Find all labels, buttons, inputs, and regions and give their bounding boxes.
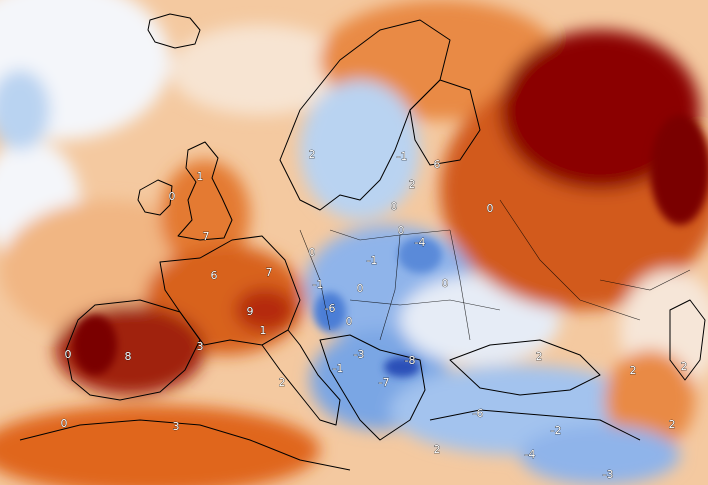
label-sweden: -1 <box>397 150 408 163</box>
coast-finland <box>409 79 481 166</box>
label-balkans-n: -3 <box>354 348 365 361</box>
border-4 <box>449 229 471 341</box>
core-blue-austria <box>314 292 346 332</box>
field-lightblue-west <box>0 70 50 150</box>
label-ukraine: 2 <box>536 350 543 363</box>
label-czech: 0 <box>357 282 364 295</box>
label-levant: -4 <box>525 448 536 461</box>
label-caucasus: 2 <box>681 360 688 373</box>
label-black-sea: 2 <box>630 364 637 377</box>
label-alps: 9 <box>247 305 254 318</box>
coast-caspian <box>669 299 706 381</box>
core-blue-poland <box>398 237 442 273</box>
coast-iberia <box>65 299 201 401</box>
label-east-med: 2 <box>669 418 676 431</box>
label-hungary: 0 <box>346 315 353 328</box>
coast-black-sea <box>449 339 601 396</box>
border-2 <box>329 229 451 241</box>
label-austria: -6 <box>325 302 336 315</box>
border-7 <box>599 269 691 291</box>
label-norway: 2 <box>309 148 316 161</box>
field-blue-levant <box>520 425 680 485</box>
label-germany-c: -1 <box>367 254 378 267</box>
border-5 <box>379 234 401 341</box>
borders <box>299 199 691 341</box>
label-med-west: 2 <box>279 376 286 389</box>
coast-britain <box>177 141 233 241</box>
label-belarus: 0 <box>442 277 449 290</box>
label-north-africa: 0 <box>61 417 68 430</box>
label-south-east: -3 <box>603 468 614 481</box>
field-blue-scand <box>300 80 420 220</box>
label-poland: -4 <box>415 236 426 249</box>
label-romania: -8 <box>405 354 416 367</box>
label-scotland: 1 <box>197 170 204 183</box>
coastlines <box>19 13 706 471</box>
field-orange-caucasus <box>605 350 695 450</box>
label-benelux: 7 <box>266 266 273 279</box>
label-ireland: 0 <box>169 190 176 203</box>
label-finland: 6 <box>434 158 441 171</box>
label-baltic: 0 <box>391 200 398 213</box>
border-1 <box>299 229 331 331</box>
label-portugal: 0 <box>65 348 72 361</box>
label-serbia: -7 <box>379 376 390 389</box>
coast-ireland <box>137 179 173 216</box>
label-pyrenees: 3 <box>197 340 204 353</box>
core-deep-red-russia-e <box>650 115 708 225</box>
core-deep-blue-romania <box>384 357 420 377</box>
label-latvia: 2 <box>409 178 416 191</box>
label-spain: 8 <box>125 350 132 363</box>
label-balkans-w: -1 <box>333 362 344 375</box>
core-deep-red-iberia <box>73 315 117 375</box>
label-germany-s: -1 <box>313 278 324 291</box>
coast-africa <box>19 419 351 471</box>
label-tunisia: 3 <box>173 420 180 433</box>
label-germany-n: 0 <box>309 246 316 259</box>
label-italy-s: 2 <box>434 443 441 456</box>
label-turkey-w: -6 <box>473 407 484 420</box>
coast-turkey <box>429 409 641 441</box>
label-england: 7 <box>203 230 210 243</box>
coast-italy <box>261 329 341 426</box>
field-deep-red-russia <box>500 30 700 190</box>
field-red-alps <box>235 288 295 332</box>
anomaly-cores <box>73 115 708 377</box>
coast-iceland <box>147 13 201 49</box>
anomaly-labels: 0 1 7 6 7 9 1 3 8 0 2 0 3 2 -1 6 0 2 0 0… <box>60 148 688 482</box>
field-white-north <box>170 25 350 115</box>
border-3 <box>349 299 501 311</box>
label-russia-w: 0 <box>487 202 494 215</box>
label-poland-s: 0 <box>398 224 405 237</box>
coast-balkans <box>319 334 426 441</box>
label-turkey-e: -2 <box>551 424 562 437</box>
label-france-north: 6 <box>211 269 218 282</box>
border-6 <box>499 199 641 321</box>
label-switz: 1 <box>260 324 267 337</box>
